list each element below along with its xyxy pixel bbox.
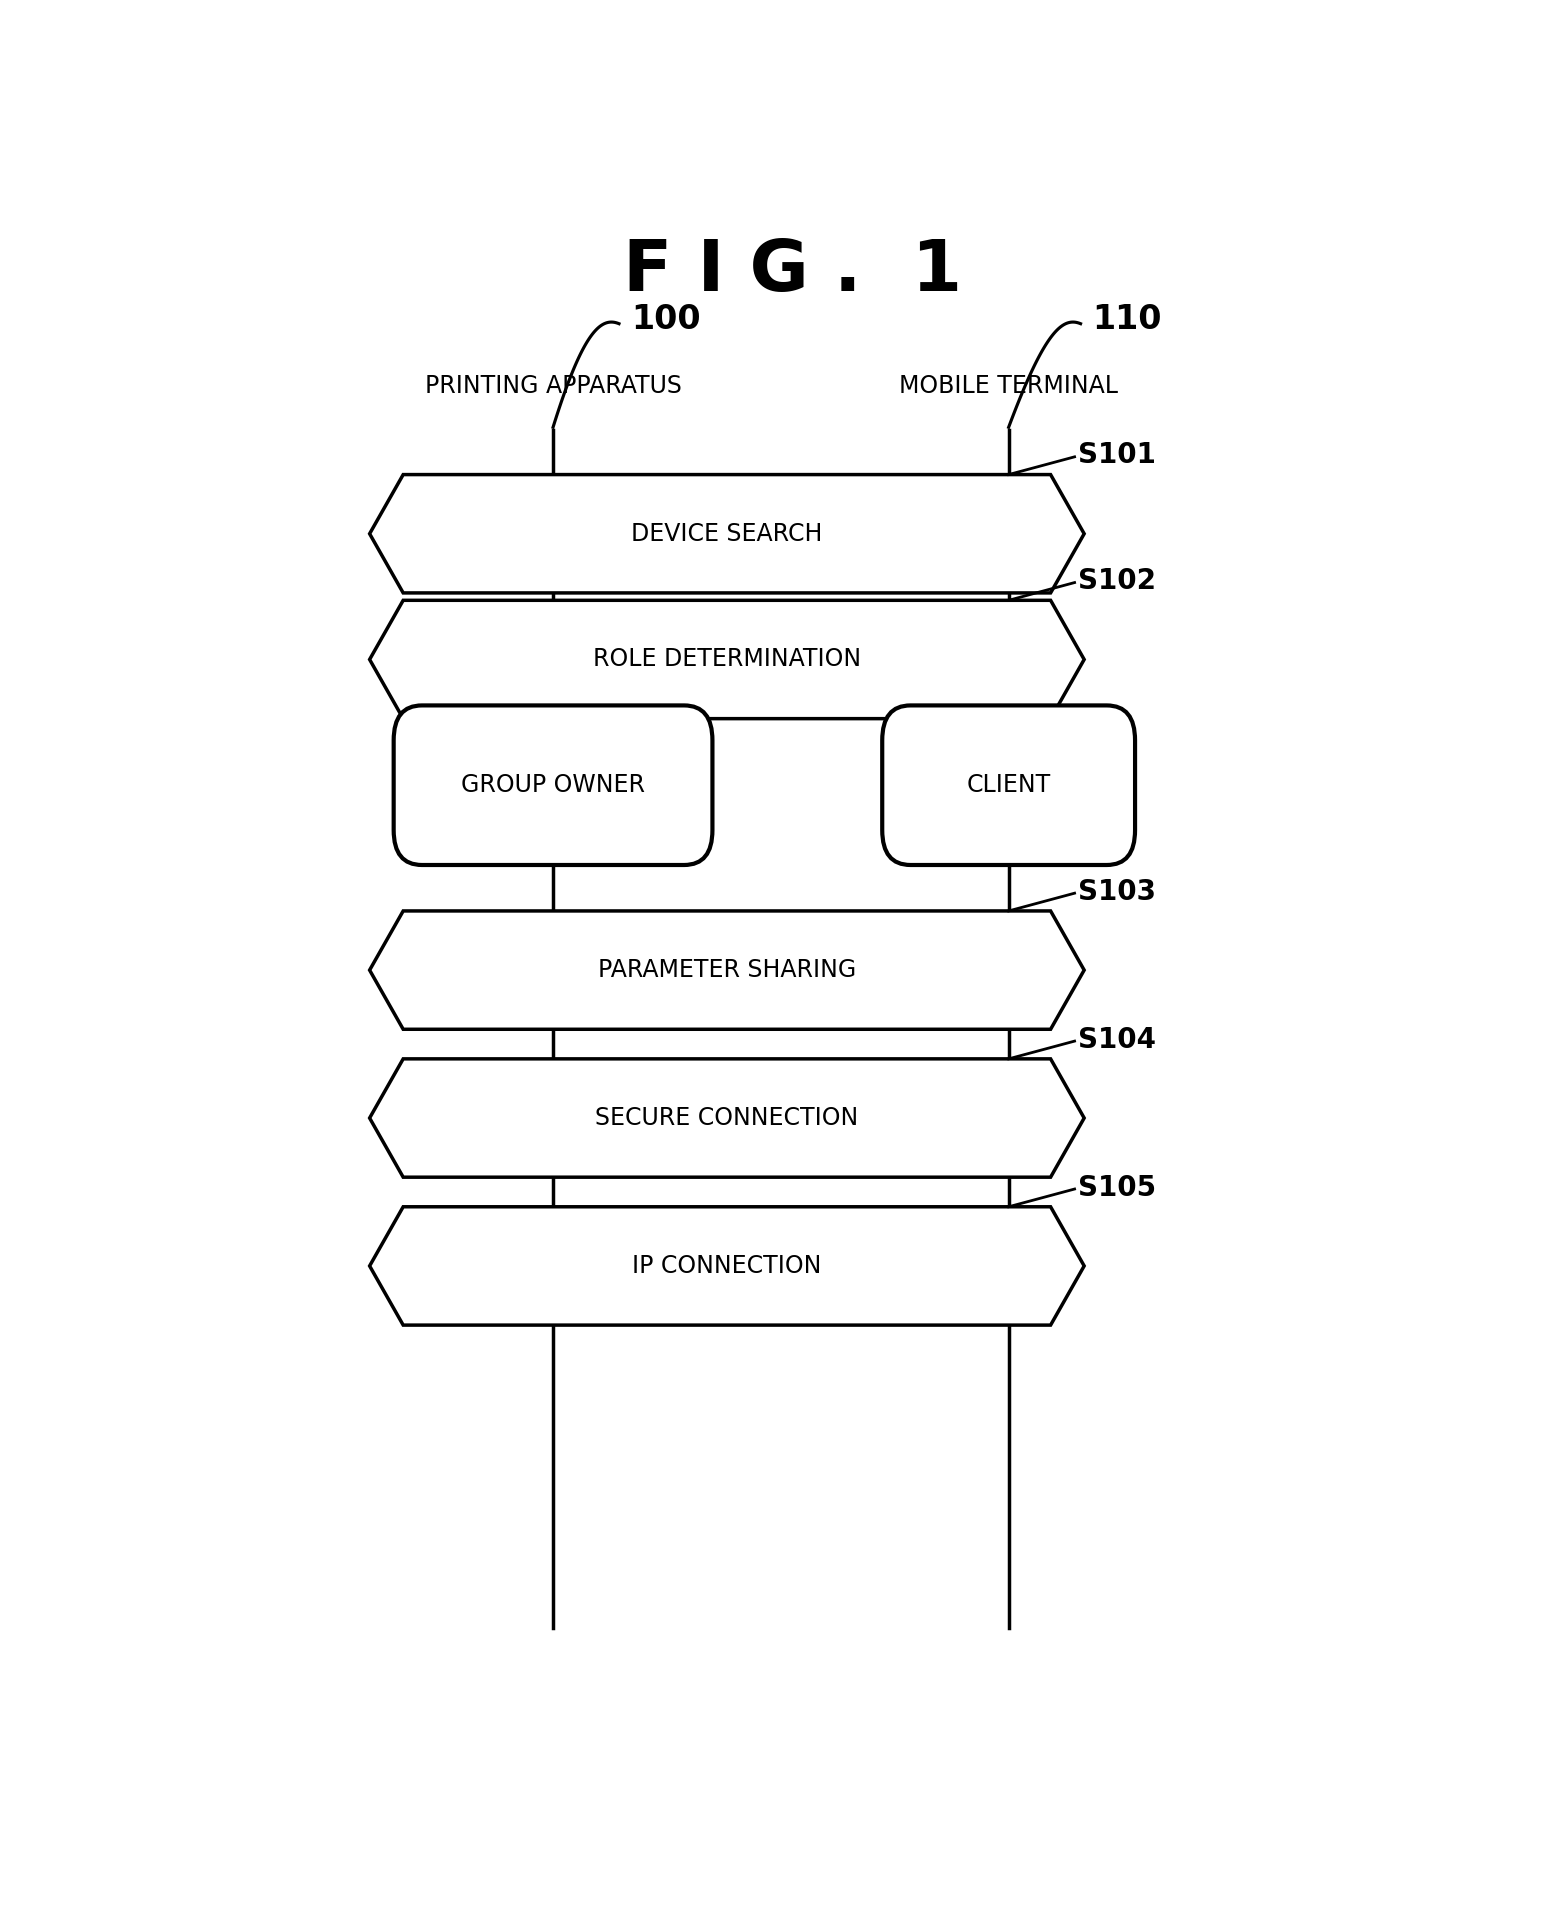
Text: MOBILE TERMINAL: MOBILE TERMINAL xyxy=(899,375,1118,398)
Text: F I G .  1: F I G . 1 xyxy=(623,238,962,307)
Polygon shape xyxy=(370,474,1084,594)
Text: 110: 110 xyxy=(1092,304,1162,336)
FancyBboxPatch shape xyxy=(393,705,713,864)
Text: CLIENT: CLIENT xyxy=(967,774,1050,797)
Text: SECURE CONNECTION: SECURE CONNECTION xyxy=(596,1106,859,1130)
Text: S104: S104 xyxy=(1078,1026,1156,1053)
Text: ROLE DETERMINATION: ROLE DETERMINATION xyxy=(593,647,862,672)
Polygon shape xyxy=(370,1206,1084,1325)
Text: S101: S101 xyxy=(1078,442,1156,469)
Text: S105: S105 xyxy=(1078,1174,1156,1201)
Text: IP CONNECTION: IP CONNECTION xyxy=(633,1254,821,1277)
Text: PARAMETER SHARING: PARAMETER SHARING xyxy=(597,959,855,982)
Polygon shape xyxy=(370,1058,1084,1178)
Text: GROUP OWNER: GROUP OWNER xyxy=(461,774,645,797)
Polygon shape xyxy=(370,911,1084,1030)
Text: 100: 100 xyxy=(631,304,701,336)
Text: DEVICE SEARCH: DEVICE SEARCH xyxy=(631,523,823,546)
Text: S102: S102 xyxy=(1078,567,1156,596)
Polygon shape xyxy=(370,599,1084,718)
Text: PRINTING APPARATUS: PRINTING APPARATUS xyxy=(424,375,682,398)
FancyBboxPatch shape xyxy=(882,705,1135,864)
Text: S103: S103 xyxy=(1078,878,1156,905)
